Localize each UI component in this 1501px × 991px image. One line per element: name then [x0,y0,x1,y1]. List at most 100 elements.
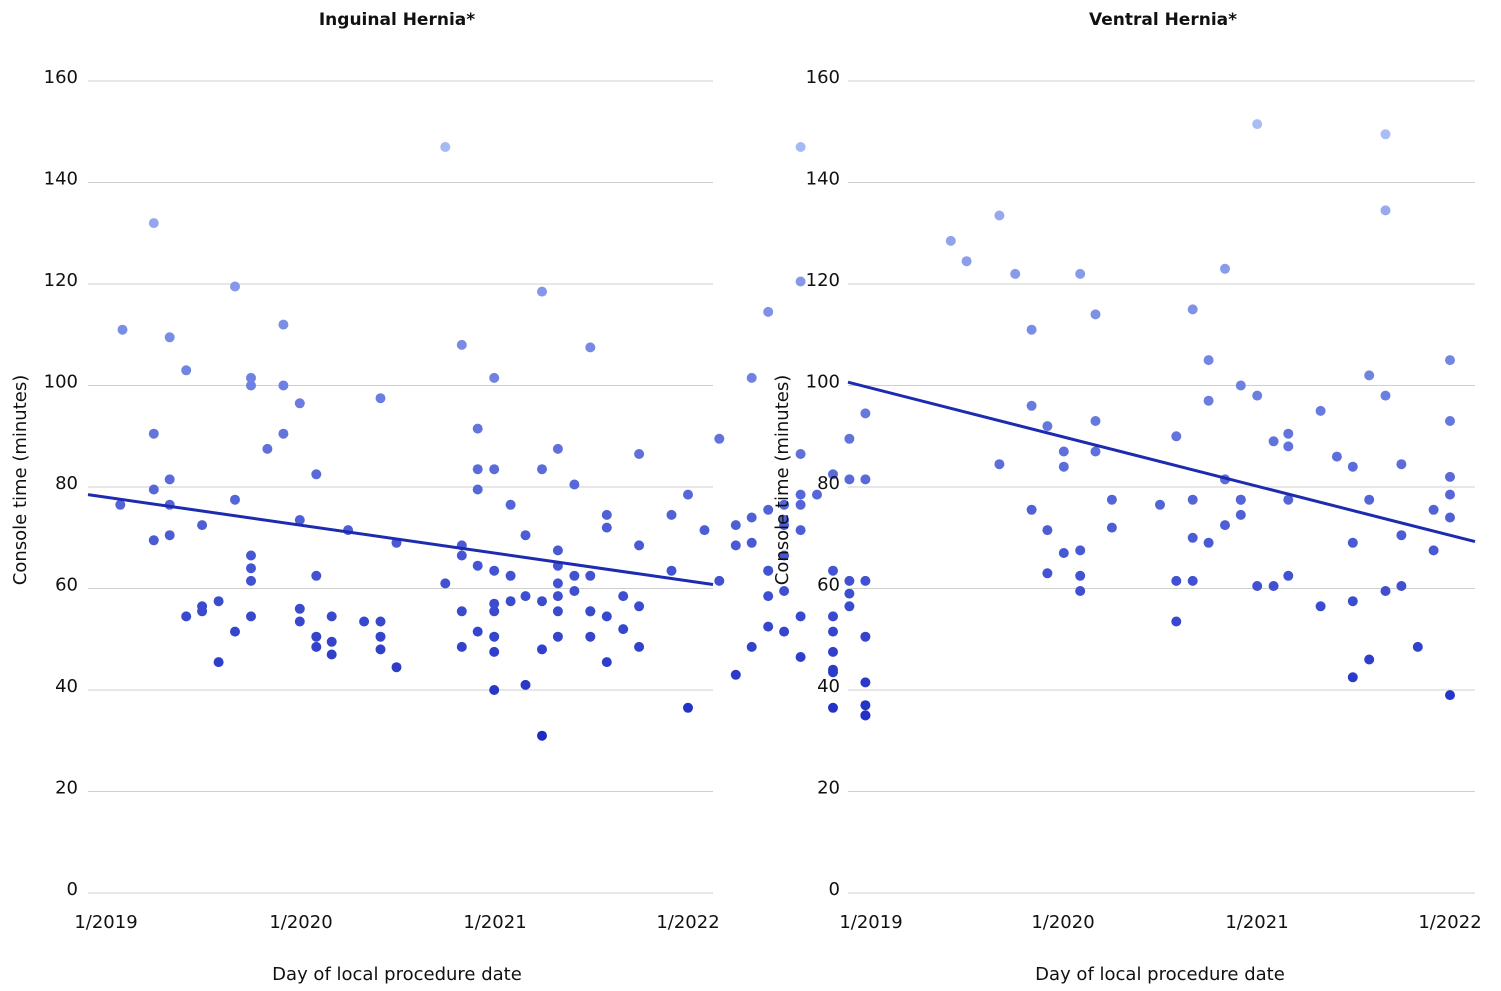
data-point [148,484,159,495]
data-point [326,611,337,622]
data-point [1445,690,1455,701]
data-point [730,540,741,551]
data-point [294,398,305,409]
data-point [746,537,757,548]
y-tick-label: 0 [67,879,78,900]
data-point [197,520,208,531]
data-point [1106,522,1117,533]
data-point [795,449,806,459]
data-point [828,469,838,480]
data-point [278,319,289,330]
data-point [763,621,774,632]
data-point [552,545,563,556]
data-point [585,342,596,353]
data-point [262,443,273,454]
data-point [1203,355,1214,366]
x-tick-label: 1/2021 [463,912,526,933]
data-point [1347,537,1358,548]
data-point [164,530,175,541]
data-point [1445,416,1455,426]
data-point [246,611,256,622]
data-point [828,611,838,622]
data-point [1428,504,1439,515]
data-point [601,509,612,520]
data-point [1315,601,1326,612]
data-point [472,464,483,475]
data-point [746,512,757,523]
data-point [537,730,547,741]
trend-line [87,493,714,586]
data-point [505,499,516,510]
y-tick-label: 60 [55,575,78,596]
data-point [795,611,806,622]
data-point [730,669,741,680]
y-tick-label: 20 [55,778,78,799]
data-point [1090,416,1101,426]
data-point [1445,489,1455,500]
x-tick-label: 1/2022 [1418,912,1481,933]
data-point [1187,532,1198,543]
data-point [779,499,790,510]
chart-title: Inguinal Hernia* [319,10,475,30]
data-point [1380,129,1391,140]
data-point [472,560,483,571]
data-point [213,657,224,668]
data-point [634,540,645,551]
data-point [779,520,790,531]
data-point [844,433,855,444]
data-point [230,626,240,637]
data-point [1235,494,1246,505]
data-point [489,464,500,475]
data-point [230,494,240,505]
data-point [294,616,305,627]
data-point [1042,525,1053,536]
data-point [1268,581,1279,591]
data-point [618,591,629,602]
data-point [520,591,531,602]
data-point [1445,355,1455,366]
data-point [634,641,645,652]
data-point [634,449,645,459]
data-point [1058,446,1069,457]
data-point [860,575,871,586]
data-point [472,423,483,434]
data-point [1283,494,1294,505]
data-point [311,570,322,581]
data-point [213,596,224,607]
data-point [1364,494,1375,505]
data-point [246,575,256,586]
data-point [326,636,337,647]
data-point [1187,575,1198,586]
data-point [278,428,289,439]
data-point [1235,380,1246,391]
data-point [1058,461,1069,472]
y-tick-label: 60 [817,575,840,596]
x-tick-label: 1/2022 [656,912,719,933]
data-point [860,710,871,721]
data-point [1220,520,1230,531]
data-point [1445,471,1455,482]
data-point [1075,570,1086,581]
y-tick-label: 80 [817,473,840,494]
data-point [795,276,806,287]
data-point [197,601,208,612]
x-tick-label: 1/2019 [839,912,902,933]
x-tick-label: 1/2020 [269,912,332,933]
data-point [1042,421,1053,432]
data-point [472,484,483,495]
data-point [1347,672,1358,683]
data-point [1058,548,1069,558]
chart-title: Ventral Hernia* [1089,10,1237,30]
data-point [666,509,677,520]
data-point [1010,268,1021,279]
data-point [1380,586,1391,596]
y-tick-label: 100 [44,372,78,393]
data-point [148,428,159,439]
data-point [1380,390,1391,401]
data-point [1396,581,1407,591]
data-point [1171,431,1182,442]
data-point [1331,451,1342,462]
data-point [456,339,467,350]
data-point [1252,390,1263,401]
data-point [746,641,757,652]
